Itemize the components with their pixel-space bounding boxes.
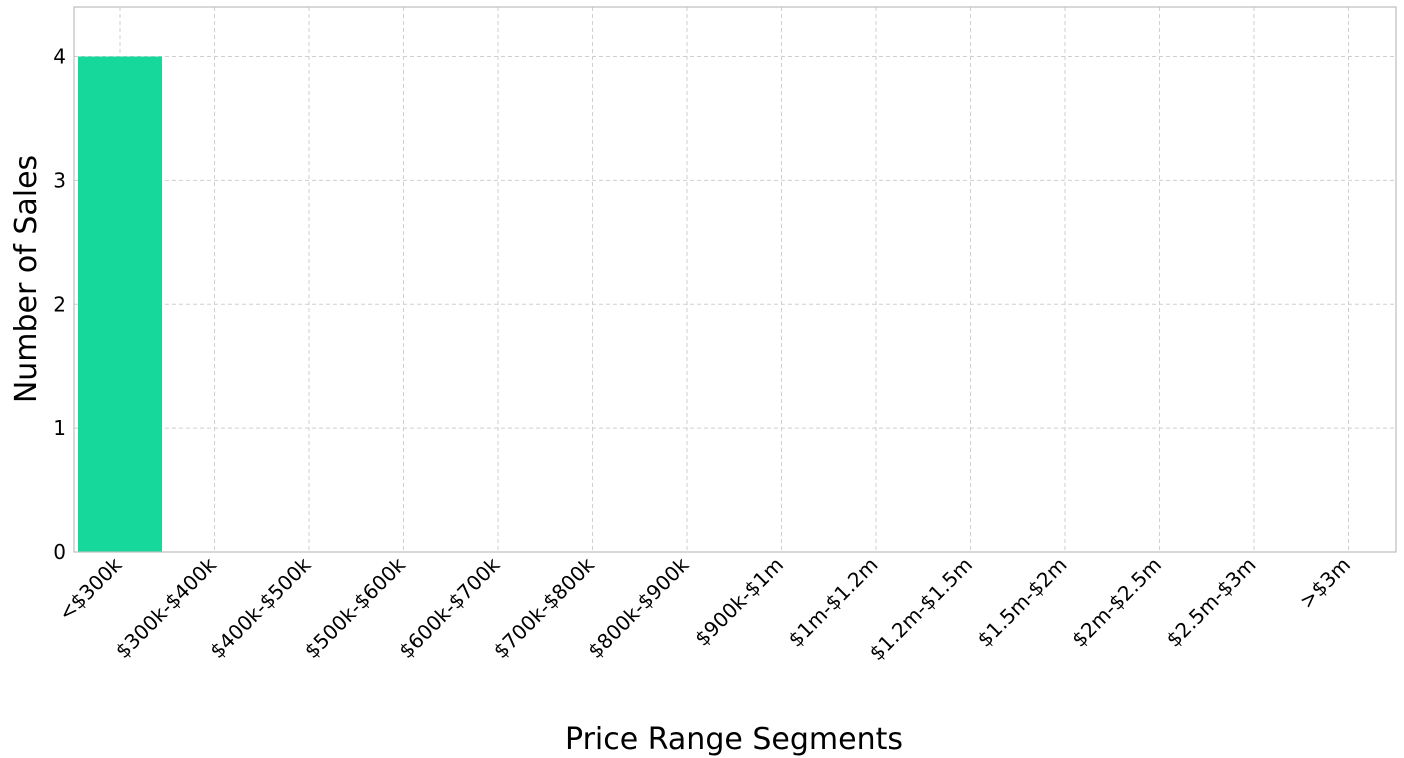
x-tick-label: >$3m	[1294, 553, 1355, 614]
y-tick-label: 0	[53, 540, 66, 564]
bars	[78, 56, 162, 552]
y-tick-label: 3	[53, 168, 66, 192]
x-tick-label: $2.5m-$3m	[1161, 553, 1260, 652]
y-tick-label: 4	[53, 45, 66, 69]
x-tick-label: $2m-$2.5m	[1067, 553, 1166, 652]
y-tick-label: 1	[53, 416, 66, 440]
bar	[78, 56, 162, 552]
x-tick-label: $900k-$1m	[690, 553, 788, 651]
x-tick-label: $1.5m-$2m	[972, 553, 1071, 652]
x-axis-title: Price Range Segments	[565, 722, 903, 757]
y-axis-title: Number of Sales	[9, 155, 44, 403]
x-tick-label: $1m-$1.2m	[783, 553, 882, 652]
x-tick-label: $800k-$900k	[583, 552, 694, 663]
y-axis-ticks: 0 1 2 3 4	[53, 45, 66, 564]
plot-frame	[73, 6, 1397, 553]
y-tick-label: 2	[53, 292, 66, 316]
grid	[74, 7, 1396, 552]
x-axis-ticks: <$300k$300k-$400k$400k-$500k$500k-$600k$…	[54, 552, 1356, 665]
